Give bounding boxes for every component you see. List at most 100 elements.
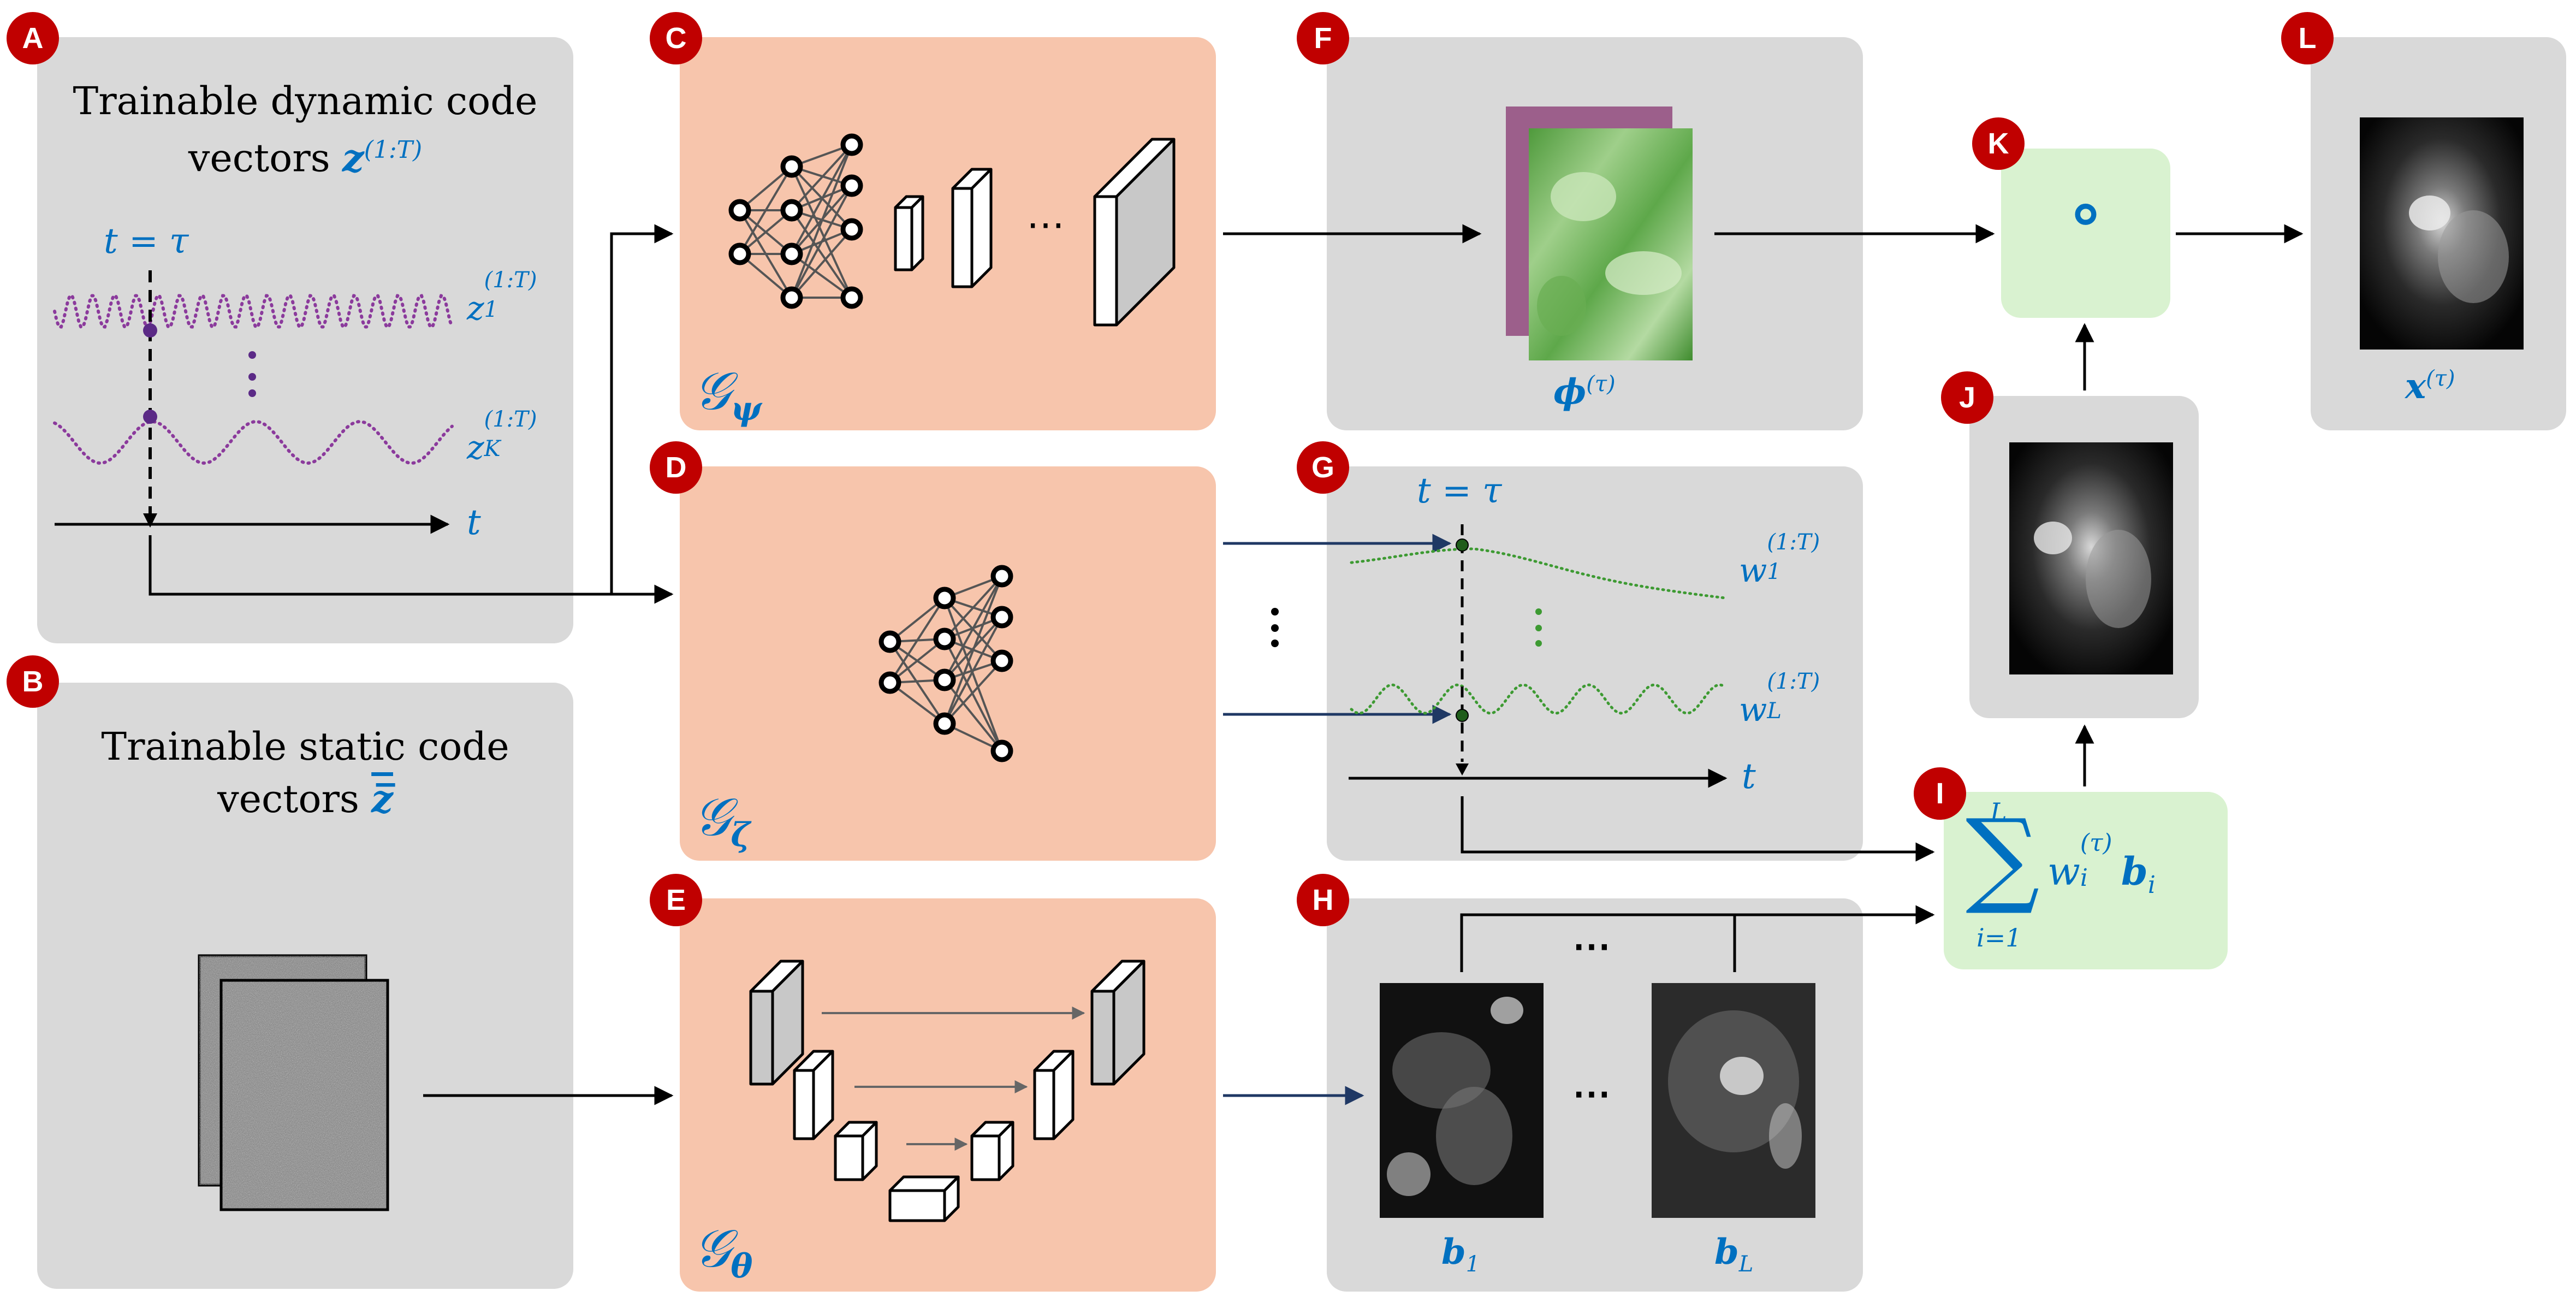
network-node — [840, 286, 863, 309]
panel-e-unet — [749, 960, 1145, 1222]
network-node — [879, 671, 901, 694]
network-node — [990, 565, 1013, 588]
panel-l-label: x(τ) — [2405, 366, 2455, 407]
panel-g-seriesL-symbol: w — [1739, 691, 1767, 729]
panel-e-net-sub: θ — [731, 1247, 753, 1286]
network-edge — [791, 144, 853, 211]
panel-d-net-symbol: 𝒢 — [693, 786, 731, 848]
network-edge — [943, 638, 1003, 751]
panel-a-axis-label: t — [467, 502, 481, 543]
badge-c: C — [650, 12, 702, 64]
panel-a-series1-sup: (1:T) — [484, 268, 537, 293]
panel-h-bL-label: bL — [1714, 1232, 1753, 1277]
panel-h-b1-symbol: b — [1441, 1232, 1466, 1272]
panel-i-b: b — [2121, 849, 2148, 894]
panel-g-series1-sub: 1 — [1767, 559, 1781, 584]
network-edge — [889, 638, 946, 684]
panel-i-w-sub: i — [2080, 864, 2088, 892]
panel-g-seriesL-label: w (1:T) L — [1739, 671, 1820, 729]
panel-b-vector-symbol: z̅ — [371, 776, 393, 821]
badge-e: E — [650, 874, 702, 926]
panel-a-time-marker: t = τ — [104, 221, 189, 262]
network-edge — [791, 166, 853, 298]
panel-a-title-line1: Trainable dynamic code — [73, 79, 538, 123]
badge-g: G — [1297, 441, 1349, 494]
network-edge — [791, 209, 853, 299]
panel-h-top-ellipsis: ⋯ — [1572, 923, 1611, 968]
panel-a-vector-symbol: z — [342, 135, 364, 181]
panel-f-symbol: ϕ — [1553, 371, 1587, 412]
panel-l-mri-image — [2360, 117, 2524, 350]
panel-l-symbol: x — [2405, 366, 2426, 407]
network-edge — [739, 209, 793, 255]
network-node — [728, 199, 751, 222]
panel-a-title-line2-row: vectors z(1:T) — [37, 126, 573, 182]
network-node — [780, 286, 803, 309]
badge-f: F — [1297, 12, 1349, 64]
badge-j: J — [1941, 371, 1993, 424]
panel-d-generator-zeta — [680, 466, 1216, 861]
badge-l: L — [2281, 12, 2334, 64]
panel-g-series1-sup: (1:T) — [1767, 530, 1820, 555]
panel-a-vector-sup: (1:T) — [364, 136, 423, 164]
panel-c-net-sub: ψ — [731, 390, 762, 429]
badge-d: D — [650, 441, 702, 494]
panel-h-mid-ellipsis: ⋯ — [1572, 1070, 1611, 1116]
panel-a-graphics — [53, 270, 454, 534]
panel-a-title-line2: vectors — [188, 135, 330, 181]
panel-g-series1-symbol: w — [1739, 552, 1767, 590]
network-edge — [889, 597, 946, 643]
panel-i-term: w (τ) i bi — [2047, 831, 2156, 899]
network-edge — [739, 165, 793, 255]
network-edge — [791, 185, 853, 298]
network-edge — [943, 575, 1003, 640]
panel-j-mri-image — [2009, 442, 2173, 674]
panel-f-label: ϕ(τ) — [1553, 371, 1616, 412]
panel-i-b-sub: i — [2147, 871, 2156, 899]
network-node — [990, 739, 1013, 762]
panel-a-seriesK-sub: K — [484, 436, 501, 461]
network-edge — [791, 144, 853, 254]
network-node — [780, 155, 803, 178]
panel-c-net-symbol: 𝒢 — [693, 360, 731, 422]
network-node — [780, 199, 803, 222]
network-edge — [739, 253, 793, 299]
network-edge — [791, 144, 853, 298]
badge-k: K — [1972, 117, 2025, 170]
network-node — [840, 174, 863, 197]
network-edge — [943, 617, 1003, 724]
network-edge — [791, 253, 853, 299]
panel-c-network — [728, 133, 863, 309]
network-edge — [943, 679, 1003, 752]
network-edge — [889, 641, 946, 725]
panel-i-w-sup: (τ) — [2080, 829, 2112, 857]
between-dots — [1271, 608, 1279, 647]
arrows-right — [1714, 224, 2304, 786]
panel-b-title-line1: Trainable static code — [101, 724, 509, 769]
panel-a-series1-sub: 1 — [484, 297, 498, 322]
panel-i-equation: L ∑ i=1 w (τ) i bi — [1966, 797, 2222, 961]
network-edge — [889, 597, 946, 684]
network-edge — [943, 597, 1003, 751]
panel-a-seriesK-label: z (1:T) K — [467, 409, 537, 467]
panel-b-noise-stack — [198, 954, 389, 1211]
network-node — [840, 133, 863, 156]
network-node — [933, 668, 956, 691]
network-node — [728, 242, 751, 265]
panel-f-sup: (τ) — [1586, 371, 1616, 397]
network-node — [840, 218, 863, 241]
panel-h-basis-images — [1380, 983, 1815, 1218]
panel-i-weighted-sum — [1944, 792, 2228, 969]
network-node — [933, 628, 956, 650]
panel-g-axis-label: t — [1742, 756, 1756, 797]
network-node — [990, 649, 1013, 672]
panel-b-title-line2: vectors — [217, 777, 359, 821]
panel-g-weights — [1327, 466, 1863, 861]
network-node — [933, 712, 956, 735]
panel-c-feature-maps — [894, 138, 1176, 327]
panel-a-seriesK-sup: (1:T) — [484, 407, 537, 432]
panel-a-seriesK-symbol: z — [467, 429, 484, 467]
arrows-left — [149, 224, 674, 1105]
panel-c-ellipsis: ⋯ — [1026, 202, 1065, 247]
